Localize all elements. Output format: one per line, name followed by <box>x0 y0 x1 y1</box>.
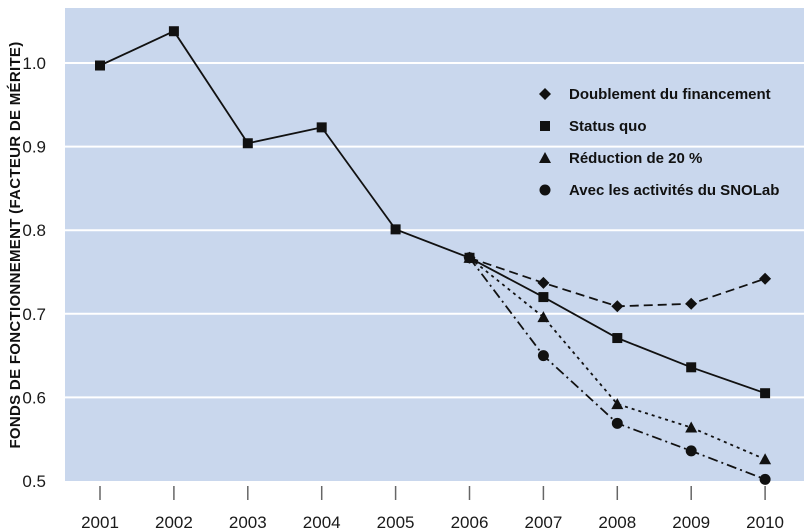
circle-marker <box>611 417 623 429</box>
square-marker <box>686 362 697 373</box>
x-axis-ticks: 2001 2002 2003 2004 2005 2006 2007 2008 2009 2010 <box>81 486 784 532</box>
circle-marker <box>759 473 771 485</box>
x-tick-label: 2002 <box>155 513 193 532</box>
x-tick-label: 2010 <box>746 513 784 532</box>
legend-label: Réduction de 20 % <box>569 150 702 167</box>
y-tick-label: 0.5 <box>22 472 46 491</box>
diamond-marker <box>537 276 550 289</box>
circle-marker <box>539 184 551 196</box>
y-axis-tick-labels: 0.5 0.6 0.7 0.8 0.9 1.0 <box>22 54 46 491</box>
y-tick-label: 0.9 <box>22 138 46 157</box>
diamond-marker <box>759 272 772 285</box>
square-marker <box>316 122 327 133</box>
diamond-marker <box>611 300 624 313</box>
legend: Doublement du financement Status quo Réduc… <box>539 86 779 199</box>
x-tick-label: 2008 <box>598 513 636 532</box>
diamond-marker <box>685 297 698 310</box>
series-markers <box>95 26 772 485</box>
circle-marker <box>464 252 475 264</box>
x-tick-label: 2005 <box>377 513 415 532</box>
y-tick-label: 0.8 <box>22 221 46 240</box>
circle-marker <box>537 350 549 362</box>
triangle-marker <box>539 152 551 163</box>
x-tick-label: 2003 <box>229 513 267 532</box>
triangle-marker <box>611 398 624 410</box>
square-marker <box>760 388 771 399</box>
triangle-marker <box>759 453 772 465</box>
y-axis-title: FONDS DE FONCTIONNEMENT (FACTEUR DE MÉRI… <box>7 41 24 448</box>
y-tick-label: 0.7 <box>22 305 46 324</box>
x-tick-label: 2009 <box>672 513 710 532</box>
legend-label: Status quo <box>569 118 647 135</box>
square-marker <box>540 121 550 131</box>
legend-label: Doublement du financement <box>569 86 771 103</box>
x-tick-label: 2006 <box>451 513 489 532</box>
legend-label: Avec les activités du SNOLab <box>569 182 779 199</box>
square-marker <box>538 292 549 303</box>
y-tick-label: 1.0 <box>22 54 46 73</box>
square-marker <box>168 26 179 37</box>
square-marker <box>242 138 253 149</box>
y-tick-label: 0.6 <box>22 388 46 407</box>
x-tick-label: 2007 <box>524 513 562 532</box>
square-marker <box>390 224 401 235</box>
series-line <box>468 257 766 461</box>
circle-marker <box>685 445 697 457</box>
diamond-marker <box>539 88 551 100</box>
triangle-marker <box>537 311 550 323</box>
series-line <box>99 30 766 395</box>
x-tick-label: 2001 <box>81 513 119 532</box>
square-marker <box>95 60 105 71</box>
triangle-marker <box>685 421 698 433</box>
grid-lines <box>65 62 804 399</box>
square-marker <box>612 333 623 344</box>
x-tick-label: 2004 <box>303 513 341 532</box>
